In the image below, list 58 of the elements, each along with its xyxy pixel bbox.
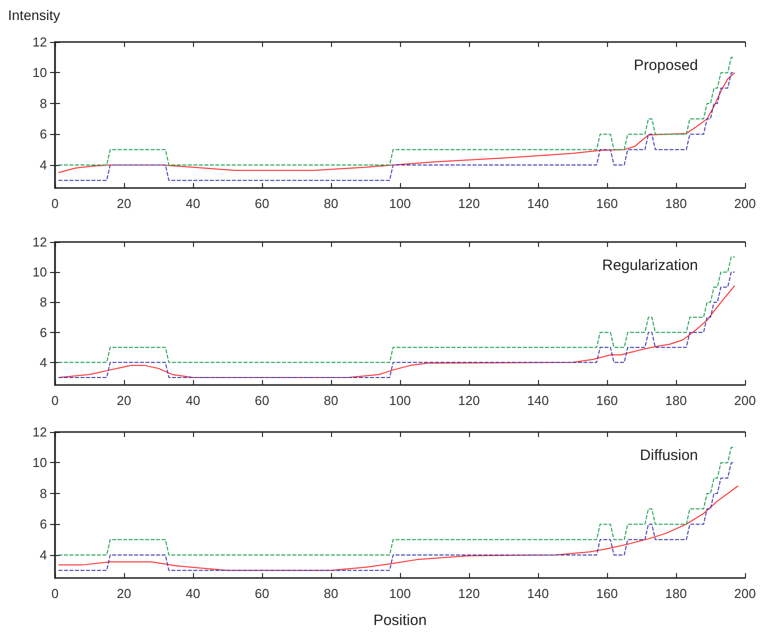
- x-tick-label: 160: [596, 393, 618, 408]
- line-series: [58, 56, 736, 166]
- y-tick-label: 8: [40, 486, 47, 501]
- x-tick-label: 120: [458, 393, 480, 408]
- x-tick-label: 20: [116, 196, 132, 211]
- y-tick-label: 12: [32, 424, 47, 440]
- x-tick-label: 0: [51, 393, 59, 408]
- y-tick-label: 10: [32, 264, 47, 280]
- x-tick-label: 140: [527, 393, 549, 408]
- y-tick-label: 4: [40, 157, 47, 172]
- x-tick-label: 140: [527, 196, 549, 211]
- x-tick-label: 20: [116, 393, 132, 408]
- y-tick-label: 6: [40, 324, 47, 340]
- x-tick-label: 60: [254, 586, 270, 601]
- y-tick-label: 4: [40, 547, 47, 562]
- y-tick-label: 12: [32, 34, 47, 50]
- y-tick-label: 10: [32, 65, 47, 80]
- x-tick-label: 180: [665, 586, 687, 601]
- x-tick-label: 40: [186, 586, 200, 601]
- x-tick-label: 60: [254, 196, 270, 211]
- x-tick-label: 180: [665, 196, 687, 211]
- x-tick-label: 0: [51, 586, 59, 601]
- x-tick-label: 80: [324, 586, 338, 601]
- x-tick-label: 40: [186, 393, 200, 408]
- y-axis-title: Intensity: [8, 7, 60, 23]
- x-tick-label: 20: [116, 586, 132, 601]
- x-tick-label: 0: [51, 196, 59, 211]
- x-axis-title: Position: [373, 612, 427, 629]
- x-tick-label: 80: [324, 393, 338, 408]
- x-tick-label: 160: [596, 586, 618, 601]
- line-series: [58, 256, 736, 363]
- x-tick-label: 140: [527, 586, 549, 601]
- x-tick-label: 120: [458, 196, 480, 211]
- x-tick-label: 40: [186, 196, 200, 211]
- y-tick-label: 4: [40, 354, 47, 370]
- x-tick-label: 100: [389, 196, 411, 211]
- annotation: Regularization: [602, 257, 698, 274]
- x-tick-label: 200: [734, 393, 756, 408]
- y-tick-label: 12: [32, 234, 47, 250]
- y-tick-label: 10: [32, 455, 47, 470]
- annotation: Diffusion: [640, 447, 698, 464]
- x-tick-label: 60: [254, 393, 270, 408]
- line-series: [58, 446, 736, 556]
- y-tick-label: 6: [40, 126, 47, 142]
- x-tick-label: 120: [458, 586, 480, 601]
- y-tick-label: 6: [40, 516, 47, 532]
- x-tick-label: 100: [389, 586, 411, 601]
- y-tick-label: 8: [40, 96, 47, 111]
- line-series: [58, 485, 739, 571]
- x-tick-label: 160: [596, 196, 618, 211]
- x-tick-label: 200: [734, 586, 756, 601]
- x-tick-label: 80: [324, 196, 338, 211]
- annotation: Proposed: [634, 57, 698, 74]
- x-tick-label: 100: [389, 393, 411, 408]
- x-tick-label: 200: [734, 196, 756, 211]
- line-series: [58, 462, 736, 571]
- x-tick-label: 180: [665, 393, 687, 408]
- y-tick-label: 8: [40, 294, 47, 310]
